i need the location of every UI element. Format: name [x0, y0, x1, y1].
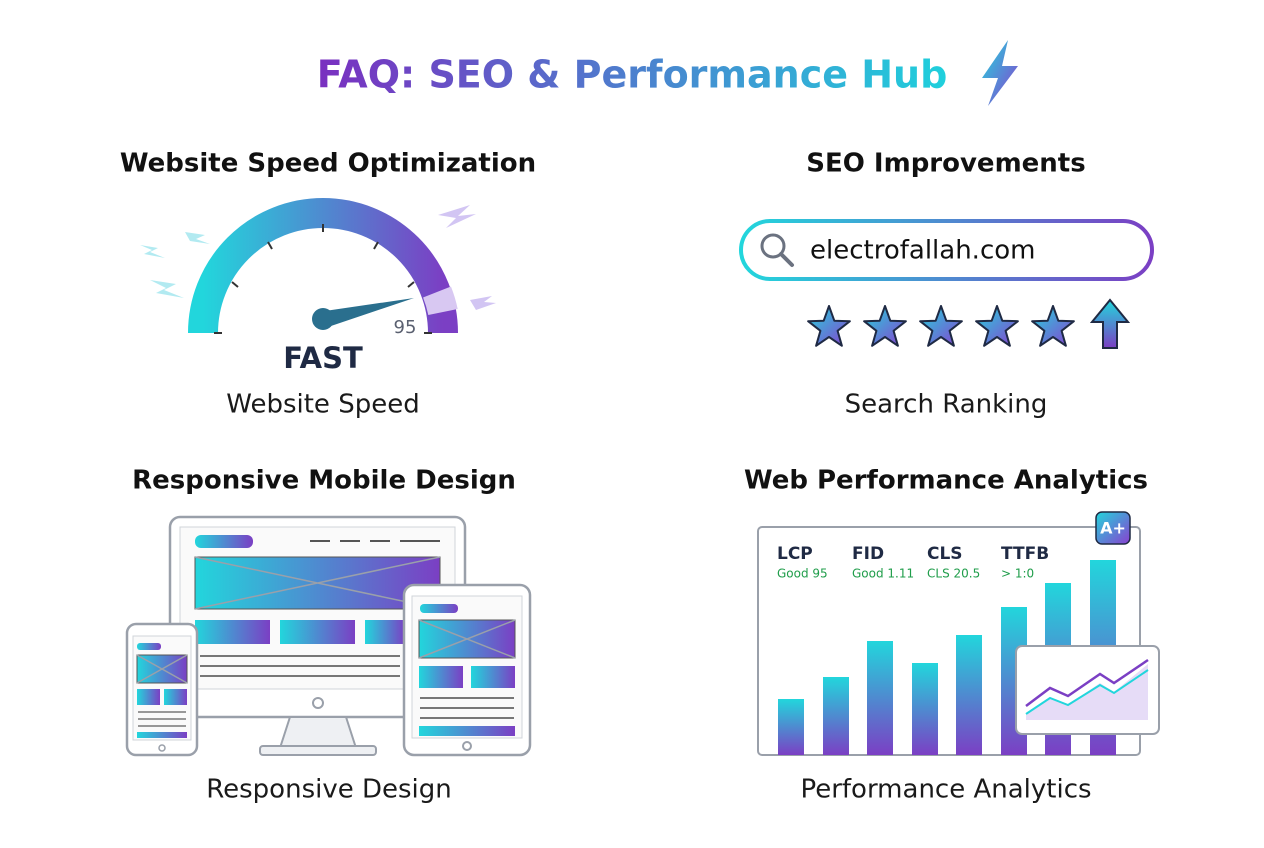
star	[919, 305, 963, 347]
panel-heading: SEO Improvements	[806, 149, 1085, 179]
page-title: FAQ: SEO & Performance Hub	[317, 53, 948, 97]
metric-value: > 1:0	[1001, 567, 1034, 581]
metrics: LCP Good 95 FID Good 1.11 CLS CLS 20.5 TTFB > 1…	[777, 544, 1049, 581]
rank-up-arrow	[1089, 298, 1131, 349]
speed-gauge	[140, 198, 496, 334]
star	[975, 305, 1019, 347]
metric-label: TTFB	[1001, 544, 1049, 564]
gauge-value: 95	[394, 317, 417, 338]
panel-caption: Search Ranking	[845, 390, 1048, 420]
star	[863, 305, 907, 347]
rating-stars	[807, 305, 1075, 347]
panel-caption: Responsive Design	[206, 775, 452, 805]
gauge-status: FAST	[283, 341, 363, 375]
device-illustration	[125, 515, 532, 757]
bolt-icon	[982, 40, 1018, 106]
metric-value: CLS 20.5	[927, 567, 980, 581]
star	[1031, 305, 1075, 347]
trend-card	[1015, 645, 1160, 735]
grade-badge-text: A+	[1100, 519, 1126, 538]
metric-value: Good 95	[777, 567, 828, 581]
panel-heading: Responsive Mobile Design	[132, 466, 516, 496]
metric-label: LCP	[777, 544, 813, 564]
metric-value: Good 1.11	[852, 567, 914, 581]
search-icon	[760, 233, 786, 259]
metric-label: CLS	[927, 544, 963, 564]
grade-badge	[1095, 511, 1131, 545]
search-box	[739, 219, 1154, 281]
star	[807, 305, 851, 347]
metric-label: FID	[852, 544, 884, 564]
panel-heading: Web Performance Analytics	[744, 466, 1148, 496]
search-text: electrofallah.com	[810, 236, 1035, 266]
panel-heading: Website Speed Optimization	[120, 149, 536, 179]
panel-caption: Performance Analytics	[800, 775, 1091, 805]
panel-caption: Website Speed	[226, 390, 419, 420]
